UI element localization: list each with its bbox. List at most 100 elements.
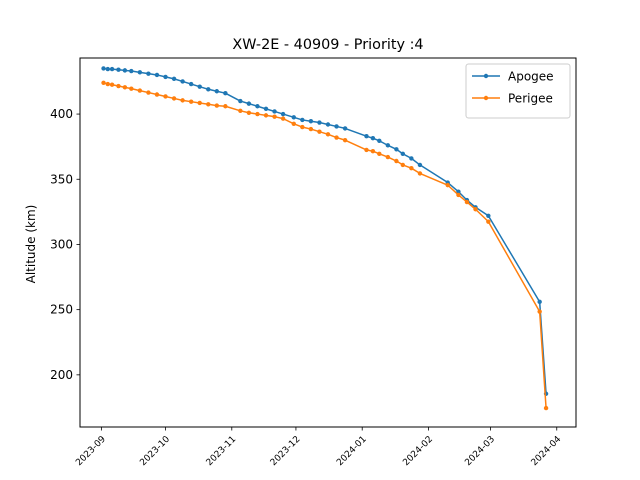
data-point-apogee — [137, 70, 143, 75]
data-point-apogee — [214, 89, 220, 94]
data-point-apogee — [370, 135, 376, 141]
data-point-perigee — [325, 132, 331, 137]
data-point-perigee — [154, 92, 160, 97]
y-tick-label: 350 — [50, 172, 73, 186]
y-tick-label: 200 — [50, 368, 73, 382]
data-point-apogee — [486, 213, 491, 218]
data-point-perigee — [272, 114, 277, 119]
data-point-apogee — [537, 299, 542, 305]
data-point-perigee — [400, 162, 406, 168]
data-point-perigee — [263, 113, 269, 118]
data-point-apogee — [300, 117, 305, 123]
data-point-apogee — [122, 68, 128, 73]
data-point-perigee — [146, 90, 151, 95]
data-point-perigee — [280, 116, 286, 121]
data-point-perigee — [197, 100, 202, 106]
data-point-apogee — [308, 119, 314, 124]
y-tick-label: 300 — [50, 237, 73, 251]
data-point-apogee — [394, 147, 399, 152]
data-point-perigee — [445, 182, 450, 188]
data-point-perigee — [246, 110, 252, 115]
data-point-apogee — [342, 126, 348, 131]
data-point-perigee — [122, 85, 128, 90]
data-point-perigee — [300, 124, 305, 130]
data-point-apogee — [206, 87, 211, 92]
data-point-apogee — [101, 66, 106, 71]
data-point-perigee — [188, 99, 194, 104]
chart-title: XW-2E - 40909 - Priority :4 — [232, 37, 423, 53]
legend-marker-apogee — [483, 73, 489, 79]
data-point-perigee — [223, 104, 228, 109]
data-point-perigee — [409, 165, 414, 171]
data-point-perigee — [180, 98, 185, 103]
data-point-perigee — [238, 108, 243, 114]
data-point-apogee — [417, 162, 423, 168]
data-point-perigee — [385, 154, 391, 160]
data-point-apogee — [246, 101, 252, 106]
data-point-apogee — [105, 66, 110, 72]
y-tick-label: 250 — [50, 303, 73, 317]
legend-box — [465, 63, 571, 119]
data-point-perigee — [291, 121, 296, 127]
data-point-perigee — [364, 147, 369, 153]
data-point-apogee — [334, 124, 339, 129]
data-point-apogee — [180, 79, 185, 84]
data-point-apogee — [171, 76, 177, 82]
data-point-perigee — [456, 192, 461, 198]
data-point-perigee — [377, 151, 382, 157]
data-point-apogee — [116, 67, 121, 72]
data-point-apogee — [272, 109, 277, 114]
legend-label-perigee: Perigee — [508, 92, 553, 106]
data-point-apogee — [317, 120, 322, 125]
data-point-perigee — [171, 96, 177, 101]
data-point-perigee — [334, 135, 339, 140]
data-point-apogee — [400, 151, 406, 157]
data-point-perigee — [101, 80, 106, 85]
y-tick-label: 400 — [50, 107, 73, 121]
data-point-apogee — [325, 122, 331, 127]
data-point-apogee — [280, 111, 286, 117]
data-point-apogee — [163, 74, 168, 80]
data-point-perigee — [163, 94, 168, 99]
data-point-perigee — [317, 129, 322, 134]
legend-label-apogee: Apogee — [508, 70, 554, 84]
data-point-perigee — [370, 149, 376, 154]
y-axis-label: Altitude (km) — [24, 205, 38, 284]
data-point-perigee — [394, 158, 399, 164]
data-point-perigee — [543, 405, 549, 411]
data-point-apogee — [109, 66, 115, 72]
legend: Apogee Perigee — [465, 63, 571, 119]
data-point-perigee — [417, 171, 423, 176]
data-point-apogee — [456, 189, 461, 194]
data-point-perigee — [129, 86, 134, 91]
data-point-perigee — [206, 102, 211, 107]
plot-frame — [79, 57, 577, 428]
data-point-perigee — [137, 88, 143, 93]
data-point-apogee — [129, 68, 134, 74]
data-point-perigee — [308, 126, 314, 132]
plot-area — [101, 66, 549, 411]
data-point-apogee — [263, 106, 269, 112]
legend-marker-perigee — [483, 95, 489, 101]
data-point-apogee — [223, 91, 228, 96]
data-point-apogee — [385, 143, 391, 148]
data-point-apogee — [364, 134, 369, 139]
data-point-apogee — [377, 138, 382, 143]
data-point-perigee — [109, 82, 115, 87]
data-point-apogee — [255, 104, 260, 109]
data-point-apogee — [154, 72, 160, 78]
data-point-perigee — [473, 207, 478, 212]
data-point-perigee — [537, 309, 542, 314]
data-point-perigee — [214, 103, 220, 108]
data-point-apogee — [291, 115, 296, 120]
data-point-perigee — [464, 199, 470, 205]
data-point-perigee — [342, 137, 348, 143]
data-point-apogee — [238, 98, 243, 104]
data-point-perigee — [486, 219, 491, 224]
data-point-perigee — [105, 81, 110, 87]
data-point-apogee — [146, 71, 151, 76]
data-point-apogee — [188, 81, 194, 87]
data-point-perigee — [255, 111, 260, 117]
data-point-perigee — [116, 83, 121, 89]
